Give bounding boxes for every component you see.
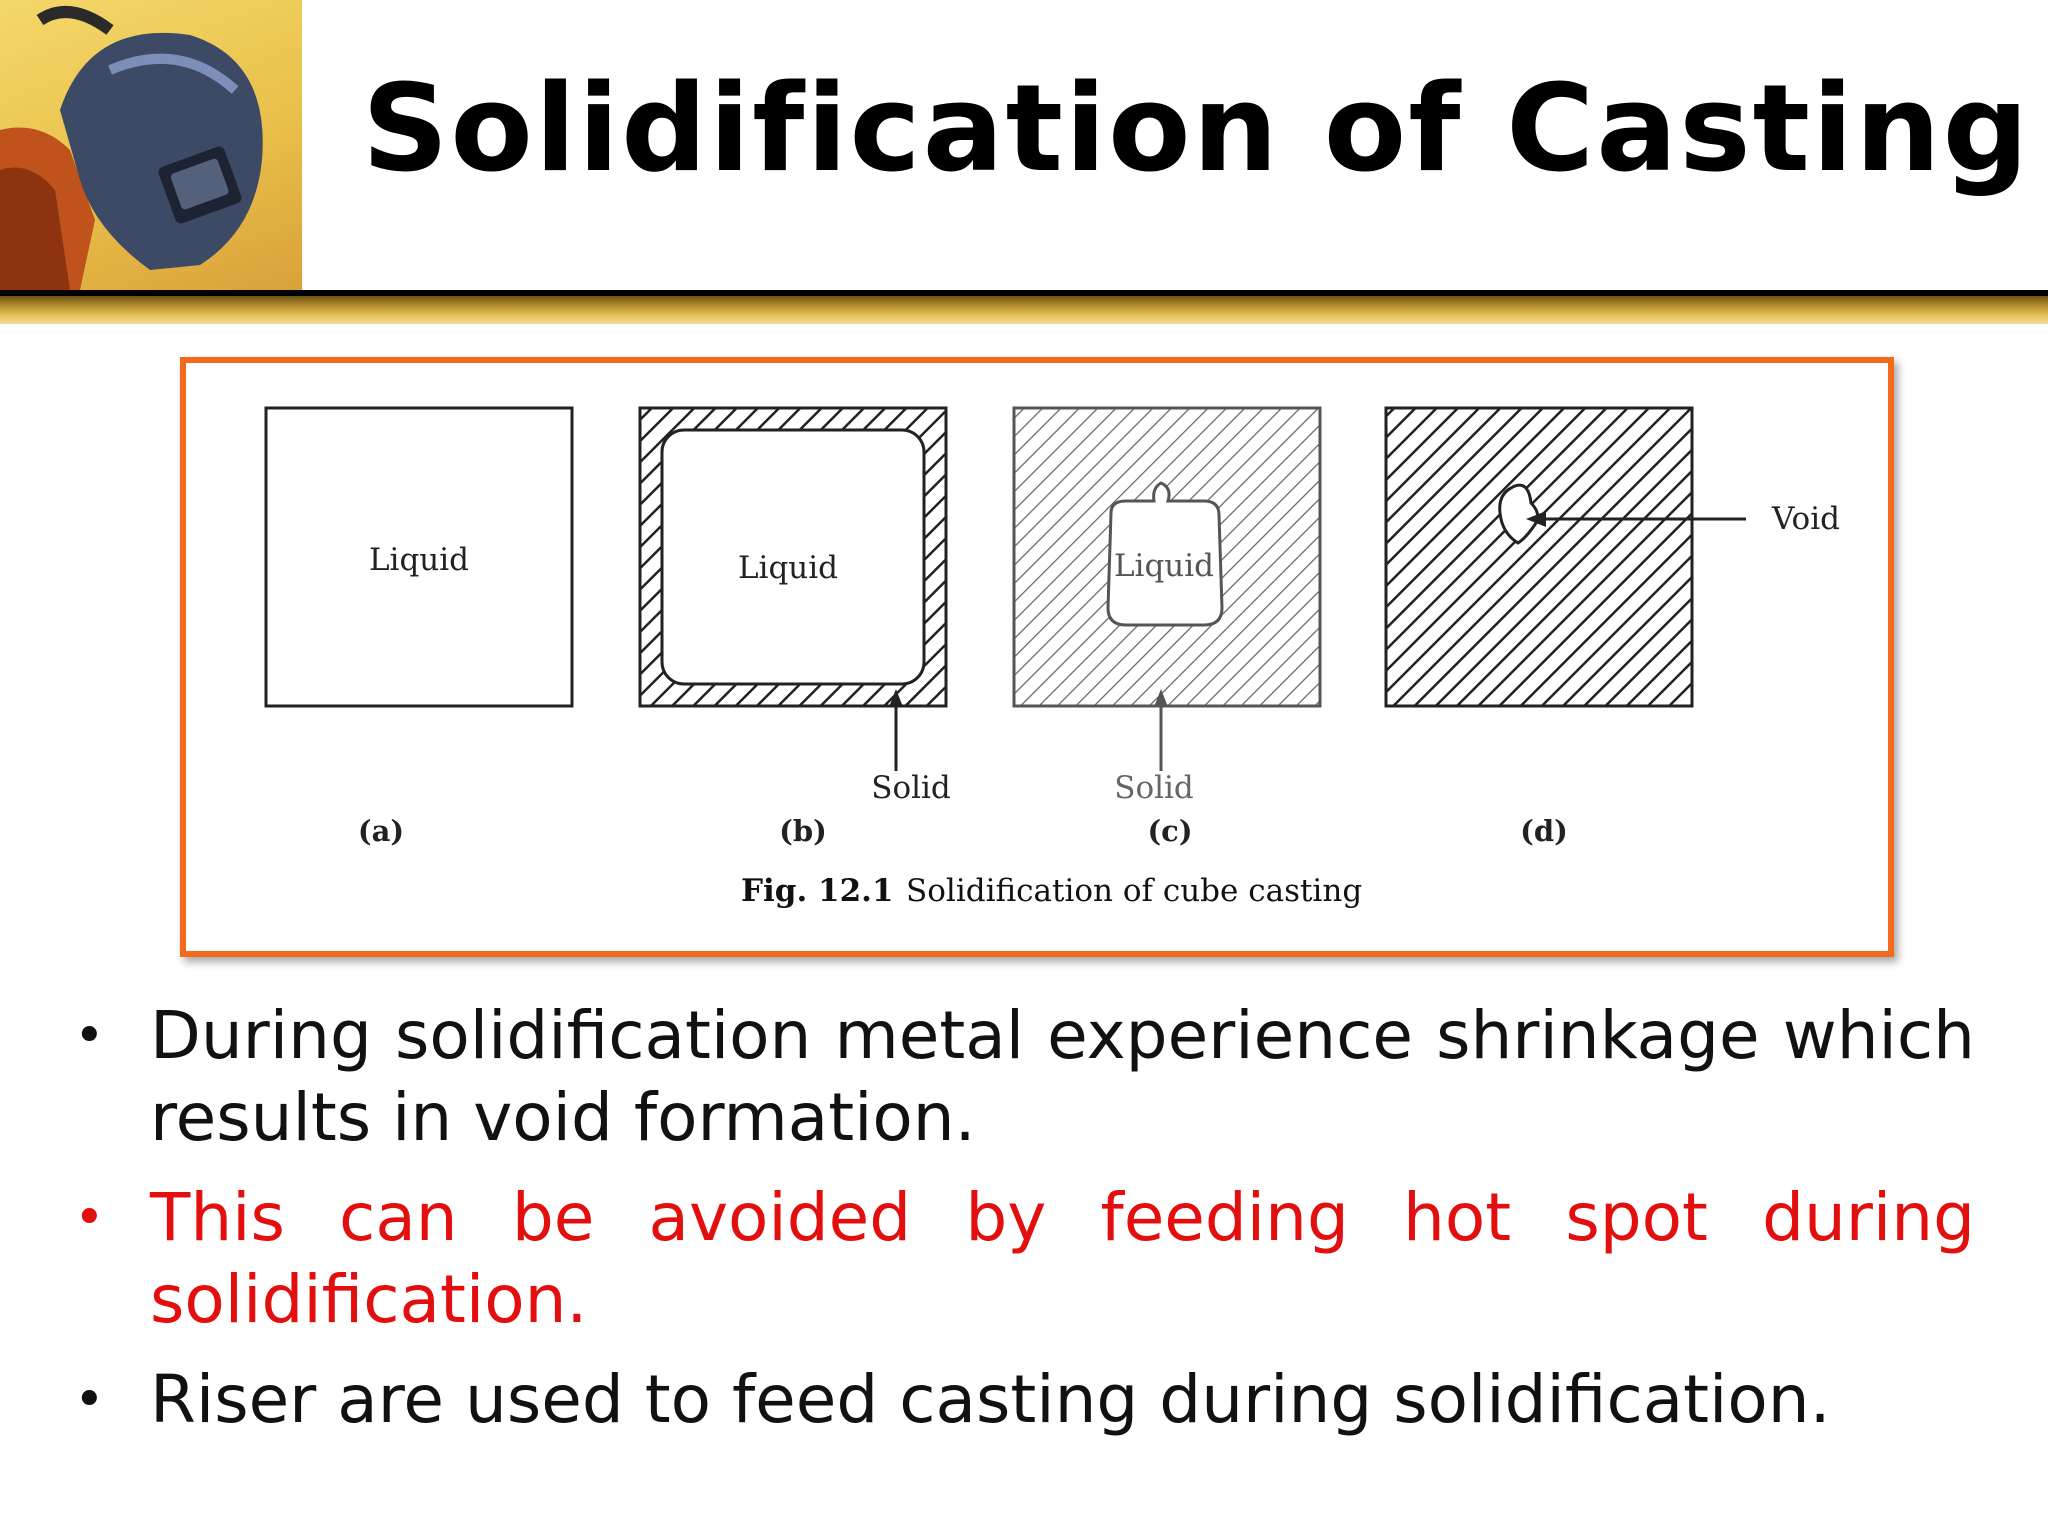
panel-a-liquid-label: Liquid <box>369 542 469 578</box>
figure-caption: Solidification of cube casting <box>906 873 1362 909</box>
bullet-item-avoid: • This can be avoided by feeding hot spo… <box>70 1177 1975 1341</box>
bullet-item-shrinkage: • During solidification metal experience… <box>70 995 1975 1159</box>
slide-title: Solidification of Casting <box>362 60 2031 199</box>
panel-a-cube <box>264 406 574 708</box>
panel-c-solid-label: Solid <box>1114 770 1194 806</box>
bullet-list: • During solidification metal experience… <box>70 995 1975 1459</box>
panel-c-liquid-label: Liquid <box>1114 548 1214 584</box>
panel-b-liquid-core <box>660 428 926 686</box>
panel-b-solid-label: Solid <box>871 770 951 806</box>
panel-c-letter: (c) <box>1147 814 1192 848</box>
bullet-icon: • <box>74 1006 105 1066</box>
title-divider <box>0 290 2048 324</box>
panel-d-cube <box>1384 406 1694 708</box>
panel-b-liquid-label: Liquid <box>738 550 838 586</box>
figure-frame: Liquid (a) Liquid Solid (b) Liquid Solid… <box>180 357 1894 957</box>
figure-illustration: Liquid (a) Liquid Solid (b) Liquid Solid… <box>264 406 1840 909</box>
bullet-text: This can be avoided by feeding hot spot … <box>150 1179 1975 1338</box>
welder-helmet-image <box>0 0 302 290</box>
panel-c-liquid-core <box>1106 481 1224 627</box>
bullet-icon: • <box>74 1188 105 1248</box>
panel-d-void-label: Void <box>1771 501 1840 537</box>
panel-d-void <box>1498 483 1540 545</box>
bullet-item-riser: • Riser are used to feed casting during … <box>70 1359 1975 1441</box>
figure-number: Fig. 12.1 <box>741 873 894 909</box>
panel-d: Void (d) <box>1384 406 1840 848</box>
panel-a: Liquid (a) <box>264 406 574 848</box>
panel-a-letter: (a) <box>358 814 404 848</box>
panel-c: Liquid Solid (c) <box>1012 406 1322 848</box>
bullet-text: Riser are used to feed casting during so… <box>150 1361 1831 1438</box>
panel-d-letter: (d) <box>1520 814 1568 848</box>
bullet-icon: • <box>74 1370 105 1430</box>
panel-b-letter: (b) <box>779 814 827 848</box>
panel-b: Liquid Solid (b) <box>638 406 951 848</box>
bullet-text: During solidification metal experience s… <box>150 997 1975 1156</box>
welder-helmet-icon <box>0 6 263 290</box>
